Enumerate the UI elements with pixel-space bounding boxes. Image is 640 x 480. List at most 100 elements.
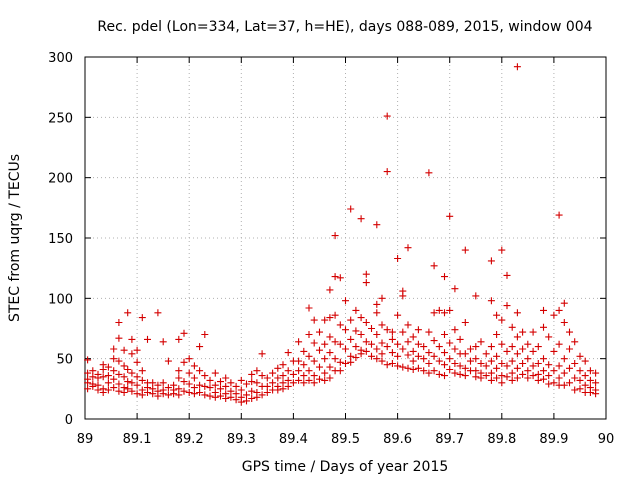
data-point-marker: [336, 358, 344, 366]
data-point-marker: [383, 343, 391, 351]
data-point-marker: [138, 391, 146, 399]
data-point-marker: [519, 328, 527, 336]
data-point-marker: [305, 331, 313, 338]
data-point-marker: [310, 339, 318, 347]
data-point-marker: [321, 376, 329, 384]
data-point-marker: [508, 357, 516, 365]
data-point-marker: [232, 396, 240, 404]
data-point-marker: [482, 372, 490, 380]
data-point-marker: [104, 379, 112, 387]
data-point-marker: [534, 370, 542, 378]
data-point-marker: [581, 357, 589, 365]
data-point-marker: [461, 319, 469, 326]
data-point-marker: [258, 391, 266, 399]
data-point-marker: [524, 374, 532, 382]
data-point-marker: [305, 376, 313, 384]
data-point-marker: [154, 381, 162, 389]
data-point-marker: [357, 331, 365, 338]
data-point-marker: [529, 347, 537, 355]
data-point-marker: [534, 360, 542, 367]
data-point-marker: [342, 326, 349, 334]
data-point-marker: [435, 343, 443, 351]
data-point-marker: [394, 352, 402, 360]
data-point-marker: [524, 355, 532, 363]
data-point-marker: [206, 384, 214, 392]
data-point-marker: [164, 357, 172, 365]
data-point-marker: [388, 328, 396, 336]
x-tick-label: 89.7: [435, 432, 464, 447]
data-point-marker: [94, 386, 102, 394]
data-point-marker: [451, 345, 459, 353]
data-point-marker: [310, 372, 318, 380]
data-point-marker: [159, 338, 167, 346]
data-point-marker: [404, 364, 412, 372]
data-point-marker: [274, 386, 282, 394]
data-point-marker: [128, 350, 136, 358]
data-point-marker: [404, 244, 412, 252]
data-point-marker: [326, 349, 334, 357]
data-point-marker: [243, 380, 250, 388]
data-point-marker: [326, 314, 334, 322]
data-point-marker: [498, 246, 506, 254]
data-point-marker: [175, 374, 183, 382]
data-point-marker: [388, 360, 396, 367]
data-point-marker: [441, 361, 448, 369]
data-point-marker: [258, 372, 266, 380]
data-point-marker: [279, 379, 287, 387]
data-point-marker: [394, 362, 402, 370]
data-point-marker: [441, 349, 448, 357]
x-tick-label: 89.5: [331, 432, 360, 447]
data-point-marker: [430, 367, 438, 375]
data-point-marker: [133, 390, 141, 398]
data-point-marker: [115, 357, 123, 365]
data-point-marker: [456, 370, 464, 378]
data-point-marker: [295, 338, 303, 346]
data-point-marker: [201, 391, 209, 399]
data-point-marker: [435, 306, 443, 314]
data-point-marker: [84, 369, 92, 377]
data-point-marker: [362, 270, 370, 278]
y-tick-label: 200: [48, 172, 73, 187]
data-point-marker: [508, 343, 516, 351]
data-point-marker: [430, 309, 438, 317]
data-point-marker: [128, 387, 136, 395]
data-point-marker: [263, 382, 271, 390]
data-point-marker: [190, 390, 198, 398]
x-tick-label: 89: [77, 432, 94, 447]
data-point-marker: [508, 369, 516, 377]
data-point-marker: [326, 363, 334, 371]
data-point-marker: [342, 297, 349, 305]
data-point-marker: [545, 333, 553, 341]
data-point-marker: [394, 340, 402, 348]
data-point-marker: [513, 333, 521, 341]
data-point-marker: [487, 369, 495, 377]
data-point-marker: [217, 392, 224, 400]
data-point-marker: [451, 326, 459, 334]
data-point-marker: [243, 391, 250, 399]
data-point-marker: [571, 386, 579, 394]
data-point-marker: [149, 390, 157, 398]
data-point-marker: [461, 246, 469, 254]
data-point-marker: [84, 356, 92, 364]
data-point-marker: [110, 355, 118, 363]
data-point-marker: [316, 375, 323, 383]
data-point-marker: [295, 367, 303, 375]
data-point-marker: [545, 372, 553, 380]
data-point-marker: [545, 361, 553, 369]
data-point-marker: [180, 329, 188, 337]
data-point-marker: [222, 395, 230, 402]
data-point-marker: [586, 376, 594, 384]
data-point-marker: [425, 169, 433, 177]
data-point-marker: [248, 395, 256, 402]
data-point-marker: [115, 370, 123, 378]
data-point-marker: [540, 323, 547, 331]
y-tick-label: 0: [65, 413, 73, 428]
data-point-marker: [120, 373, 128, 381]
data-point-marker: [373, 309, 381, 317]
data-point-marker: [368, 352, 375, 360]
data-point-marker: [310, 357, 318, 365]
data-point-marker: [555, 211, 563, 219]
data-point-marker: [472, 367, 480, 375]
data-point-marker: [394, 311, 402, 319]
data-point-marker: [237, 398, 245, 406]
